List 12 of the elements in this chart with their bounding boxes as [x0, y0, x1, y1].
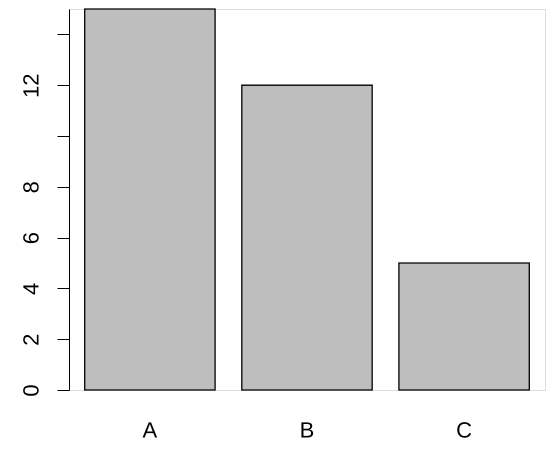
- y-tick-label: 12: [18, 73, 44, 98]
- y-tick-label: 0: [18, 384, 44, 397]
- x-tick-label: C: [456, 418, 472, 442]
- y-tick-label: 6: [18, 232, 44, 244]
- bar: [241, 84, 373, 391]
- bar: [84, 8, 216, 391]
- bar: [398, 262, 530, 391]
- y-tick-label: 8: [18, 181, 44, 194]
- y-tick-label: 2: [18, 334, 44, 346]
- x-tick-label: B: [300, 418, 314, 442]
- y-tick-label: 4: [18, 282, 44, 296]
- x-tick-label: A: [142, 418, 158, 442]
